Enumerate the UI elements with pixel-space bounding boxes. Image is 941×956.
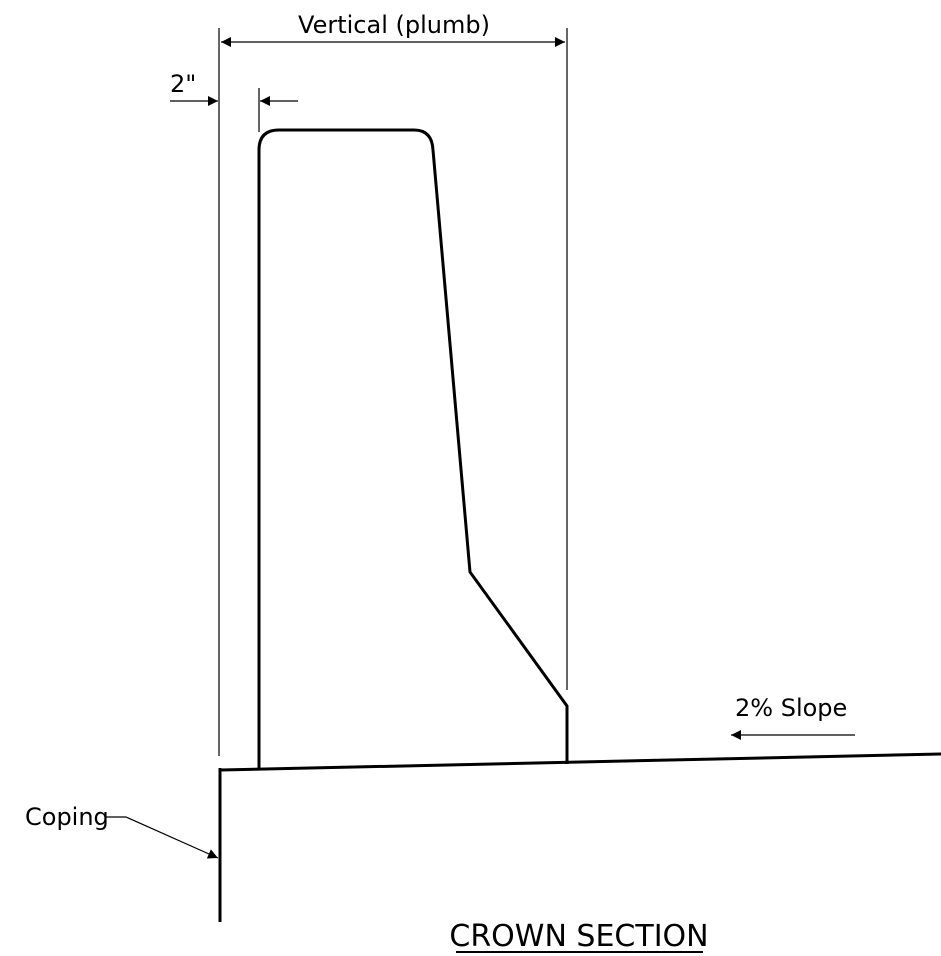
section-title: CROWN SECTION [449,919,708,954]
slope-label: 2% Slope [735,694,847,722]
offset-dimension-label: 2" [170,70,196,98]
deck-surface-line [220,752,941,772]
crown-profile [257,128,569,768]
vertical-dimension-label: Vertical (plumb) [298,11,490,39]
coping-label: Coping [25,803,109,831]
coping-leader-line [106,816,219,859]
